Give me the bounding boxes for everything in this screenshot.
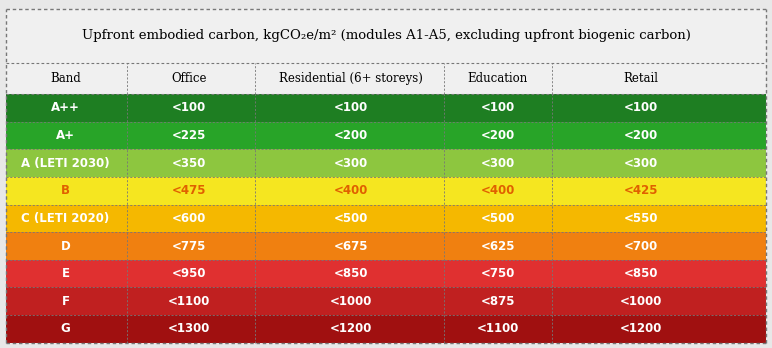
Bar [6,94,766,121]
Text: <475: <475 [172,184,206,197]
Text: Upfront embodied carbon, kgCO₂e/m² (modules A1-A5, excluding upfront biogenic ca: Upfront embodied carbon, kgCO₂e/m² (modu… [82,29,690,42]
Text: <675: <675 [334,239,368,253]
Text: <1000: <1000 [620,295,662,308]
Text: <850: <850 [334,267,368,280]
Text: <1200: <1200 [330,323,372,335]
Text: F: F [62,295,69,308]
Text: <100: <100 [624,101,658,114]
Text: <1100: <1100 [168,295,210,308]
Text: <100: <100 [334,101,368,114]
Text: Band: Band [50,72,81,85]
Text: Office: Office [171,72,207,85]
Bar [6,260,766,287]
Text: <1200: <1200 [620,323,662,335]
Text: B: B [61,184,70,197]
Text: <200: <200 [481,129,515,142]
Text: <225: <225 [172,129,206,142]
Text: G: G [61,323,70,335]
Text: <625: <625 [481,239,515,253]
Text: <400: <400 [481,184,515,197]
Bar [6,63,766,94]
Bar [6,287,766,315]
Bar [6,177,766,205]
Text: <950: <950 [172,267,206,280]
Text: <200: <200 [624,129,658,142]
Text: A++: A++ [51,101,80,114]
Text: <775: <775 [172,239,206,253]
Text: <700: <700 [624,239,658,253]
Text: <425: <425 [624,184,658,197]
Text: <1100: <1100 [477,323,519,335]
Text: <1300: <1300 [168,323,210,335]
Text: D: D [61,239,70,253]
Bar [6,205,766,232]
Bar [6,232,766,260]
Bar [6,9,766,63]
Text: <300: <300 [334,157,368,169]
Bar [6,149,766,177]
Text: <350: <350 [172,157,206,169]
Text: Residential (6+ storeys): Residential (6+ storeys) [279,72,423,85]
Text: <600: <600 [172,212,206,225]
Text: <875: <875 [481,295,515,308]
Bar [6,121,766,149]
Text: C (LETI 2020): C (LETI 2020) [22,212,110,225]
Text: E: E [62,267,69,280]
Text: <1000: <1000 [330,295,372,308]
Text: <850: <850 [624,267,658,280]
Text: <500: <500 [481,212,515,225]
Text: A (LETI 2030): A (LETI 2030) [22,157,110,169]
Bar [6,315,766,343]
Text: <400: <400 [334,184,368,197]
Text: <100: <100 [481,101,515,114]
Text: <200: <200 [334,129,368,142]
Text: A+: A+ [56,129,75,142]
Text: Education: Education [468,72,528,85]
Text: <750: <750 [481,267,515,280]
Text: <500: <500 [334,212,368,225]
Text: <300: <300 [624,157,658,169]
Text: <300: <300 [481,157,515,169]
Text: <100: <100 [172,101,206,114]
Text: Retail: Retail [623,72,659,85]
Text: <550: <550 [624,212,658,225]
